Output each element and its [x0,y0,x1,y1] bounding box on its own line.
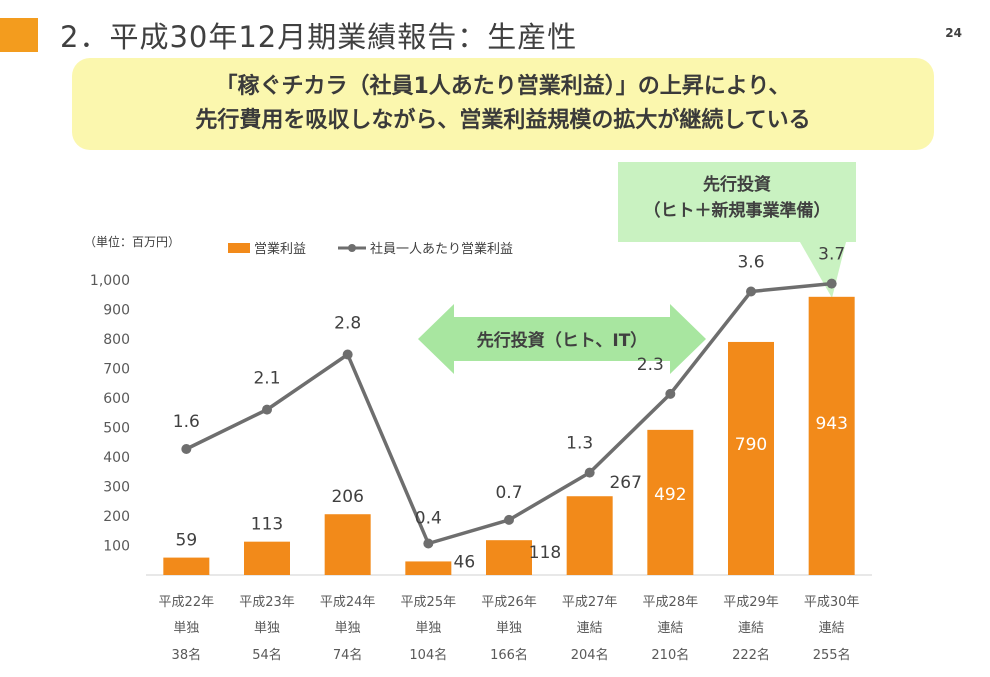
x-tick-label-employees: 104名 [409,647,447,663]
bar-operating-profit [163,557,210,575]
x-tick-label-year: 平成26年 [481,595,537,610]
x-tick-label-year: 平成25年 [401,595,457,610]
y-tick-label: 200 [103,509,130,525]
line-point [342,349,353,360]
y-tick-label: 400 [103,450,130,466]
headline-callout: 「稼ぐチカラ（社員1人あたり営業利益）」の上昇により、 先行費用を吸収しながら、… [72,58,934,150]
line-value-label: 3.7 [818,245,845,265]
x-tick-label-scope: 連結 [657,621,683,636]
line-value-label: 0.4 [415,509,442,529]
investment-double-arrow [418,304,706,374]
x-tick-label-year: 平成28年 [643,595,699,610]
legend-bar-swatch [228,243,250,253]
unit-label: （単位：百万円） [84,234,180,249]
bar-operating-profit [566,496,613,575]
line-point [665,388,676,399]
line-point [181,444,192,454]
x-tick-label-year: 平成23年 [239,595,295,610]
x-tick-label-employees: 222名 [732,647,770,663]
x-tick-label-employees: 74名 [333,647,363,663]
investment-note-line-1: 先行投資 [703,175,771,195]
legend-line-label: 社員一人あたり営業利益 [370,241,513,257]
x-tick-label-scope: 単独 [335,620,361,636]
line-point [504,514,514,525]
x-tick-label-scope: 連結 [819,621,845,636]
investment-note-line-2: （ヒト＋新規事業準備） [643,201,831,221]
y-tick-label: 700 [103,362,130,378]
line-point [262,404,272,415]
x-tick-label-year: 平成22年 [159,595,215,610]
x-tick-label-year: 平成30年 [804,595,860,610]
y-tick-label: 600 [103,391,130,407]
headline-line-2: 先行費用を吸収しながら、営業利益規模の拡大が継続している [195,108,811,133]
y-tick-label: 900 [103,303,130,319]
line-point [746,286,756,297]
bar-operating-profit [808,296,855,575]
investment-note-text: 先行投資 （ヒト＋新規事業準備） [618,172,856,224]
bar-value-label: 59 [176,531,198,551]
bar-operating-profit [405,561,452,575]
line-point [826,278,837,289]
line-value-label: 2.3 [637,355,664,375]
legend-bar-label: 営業利益 [254,241,306,257]
bar-operating-profit [647,429,694,575]
line-point [423,538,434,549]
investment-note-box [618,162,856,242]
bar-value-label: 267 [609,473,641,493]
x-tick-label-scope: 連結 [577,621,603,636]
line-value-label: 2.1 [253,369,280,389]
bar-value-label: 790 [735,435,767,455]
bar-operating-profit [244,541,290,575]
line-value-label: 1.3 [566,434,593,454]
page-number: 24 [945,26,962,40]
investment-arrow-label: 先行投資（ヒト、IT） [477,330,648,351]
bar-value-label: 113 [251,515,283,535]
x-tick-label-employees: 38名 [172,647,202,663]
bar-operating-profit [728,341,774,575]
line-value-label: 2.8 [334,314,361,334]
x-tick-label-year: 平成24年 [320,595,376,610]
x-tick-label-scope: 単独 [173,620,199,636]
x-tick-label-year: 平成29年 [723,595,779,610]
y-tick-label: 100 [103,539,130,555]
bar-operating-profit [324,514,371,575]
title-accent-block [0,18,38,52]
slide-title: 2．平成30年12月期業績報告：生産性 [60,20,578,54]
x-tick-label-employees: 54名 [252,647,282,663]
legend-line-marker [348,244,356,252]
bar-operating-profit [486,540,532,575]
y-tick-label: 300 [103,480,130,496]
y-tick-label: 500 [103,421,130,437]
y-tick-label: 1,000 [90,273,130,289]
x-tick-label-employees: 255名 [813,647,851,663]
x-tick-label-employees: 210名 [651,647,689,663]
x-tick-label-scope: 単独 [415,620,441,636]
y-tick-label: 800 [103,332,130,348]
x-tick-label-scope: 単独 [254,620,280,636]
x-tick-label-scope: 単独 [496,620,522,636]
line-value-label: 0.7 [495,483,522,503]
bar-value-label: 206 [331,487,363,507]
bar-value-label: 46 [454,552,476,572]
line-point [584,467,595,478]
x-tick-label-scope: 連結 [738,621,764,636]
line-value-label: 1.6 [173,412,200,432]
headline-line-1: 「稼ぐチカラ（社員1人あたり営業利益）」の上昇により、 [215,74,791,99]
bar-value-label: 943 [815,414,847,434]
x-tick-label-employees: 204名 [571,647,609,663]
x-tick-label-year: 平成27年 [562,595,618,610]
line-value-label: 3.6 [737,253,764,273]
bar-value-label: 492 [654,485,686,505]
x-tick-label-employees: 166名 [490,647,528,663]
bar-value-label: 118 [529,543,561,563]
